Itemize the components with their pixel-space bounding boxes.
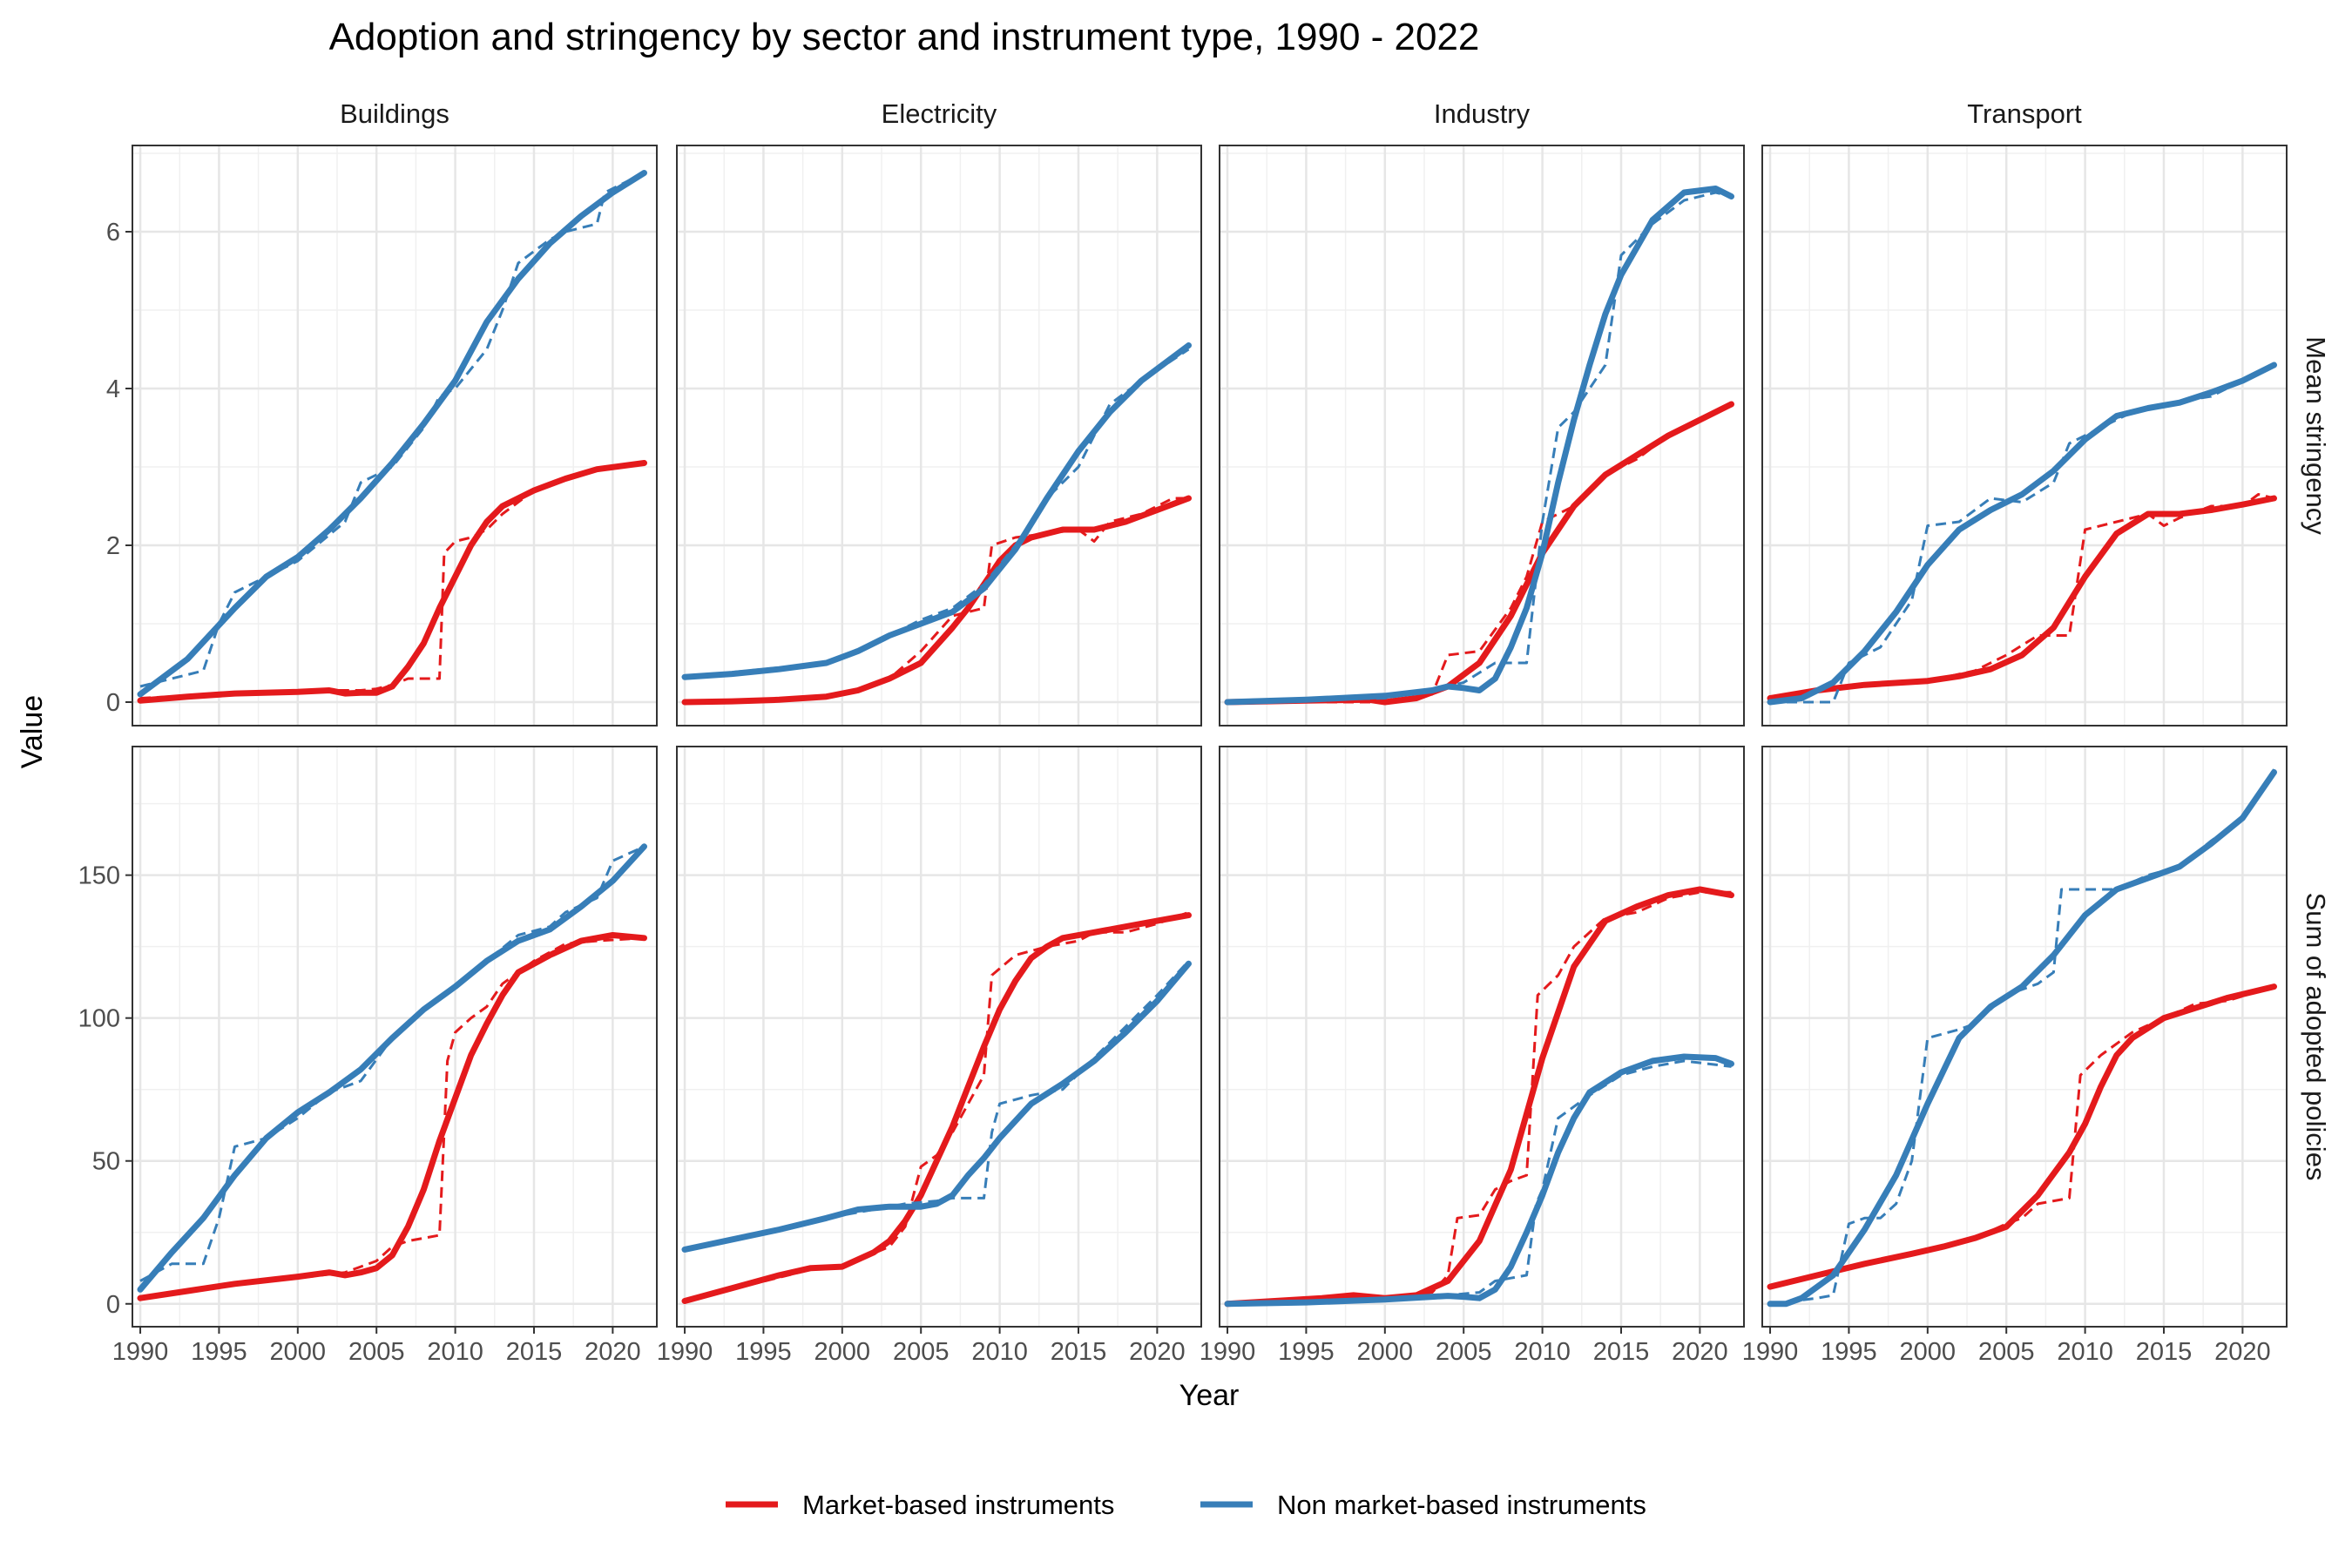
panel-transport-sum-of-adopted-policies: 1990 1995 2000 2005 2010 2015 2020 [1742,746,2288,1366]
series-smoothed-non-market-based-instruments [681,342,1192,680]
x-tick-label: 1995 [1278,1338,1335,1366]
facet-label-mean-stringency: Mean stringency [2301,336,2331,535]
x-tick-label: 2010 [2057,1338,2113,1366]
panel-transport-mean-stringency [1761,145,2288,727]
y-tick-label: 6 [106,219,120,247]
x-tick-label: 2010 [971,1338,1028,1366]
x-tick-label: 2000 [1900,1338,1957,1366]
facet-label-transport: Transport [1967,98,2082,129]
x-tick-label: 2005 [1978,1338,2035,1366]
series-smoothed-non-market-based-instruments [137,170,647,698]
x-tick-label: 1995 [1821,1338,1877,1366]
y-tick-label: 0 [106,689,120,717]
panel-buildings-sum-of-adopted-policies: 0 50 100 150 1990 1995 2000 2005 2010 2015 2020 [78,746,658,1366]
panel-electricity-sum-of-adopted-policies: 1990 1995 2000 2005 2010 2015 2020 [657,746,1202,1366]
x-tick-label: 2015 [2136,1338,2193,1366]
panel-buildings-mean-stringency: 0 2 4 6 [106,145,658,727]
series-smoothed-market-based-instruments [1224,401,1734,706]
y-tick-label: 0 [106,1291,120,1319]
legend: Market-based instruments Non market-base… [726,1490,1646,1520]
panel-border [676,145,1202,727]
panel-border [132,145,658,727]
legend-label-market: Market-based instruments [802,1490,1114,1520]
x-axis-title: Year [1179,1379,1240,1412]
series-smoothed-non-market-based-instruments [1224,186,1734,706]
panel-industry-sum-of-adopted-policies: 1990 1995 2000 2005 2010 2015 2020 [1200,746,1745,1366]
facet-label-sum-of-adopted-policies: Sum of adopted policies [2301,893,2331,1181]
series-smoothed-non-market-based-instruments [1224,1053,1734,1308]
x-tick-label: 2020 [585,1338,641,1366]
x-tick-label: 1990 [1200,1338,1256,1366]
x-tick-label: 1990 [657,1338,713,1366]
y-tick-label: 2 [106,532,120,560]
series-smoothed-non-market-based-instruments [1767,769,2277,1308]
x-tick-label: 2000 [270,1338,327,1366]
x-tick-label: 1995 [191,1338,247,1366]
x-tick-label: 2000 [1357,1338,1414,1366]
y-tick-label: 50 [92,1148,120,1176]
y-tick-label: 150 [78,862,120,890]
y-tick-label: 4 [106,375,120,403]
x-tick-label: 2020 [1672,1338,1728,1366]
panel-background [1762,747,2287,1327]
x-tick-label: 2020 [1129,1338,1186,1366]
x-tick-label: 2015 [1051,1338,1107,1366]
panel-electricity-mean-stringency [676,145,1202,727]
x-tick-label: 2010 [1514,1338,1571,1366]
series-smoothed-market-based-instruments [1224,886,1734,1308]
chart-title: Adoption and stringency by sector and in… [329,16,1480,58]
x-tick-label: 2020 [2214,1338,2271,1366]
series-smoothed-market-based-instruments [1767,495,2277,701]
panel-border [1219,145,1745,727]
x-tick-label: 2005 [348,1338,405,1366]
x-tick-label: 2015 [1593,1338,1650,1366]
series-smoothed-non-market-based-instruments [681,960,1192,1253]
series-smoothed-market-based-instruments [137,932,647,1301]
legend-label-nonmarket: Non market-based instruments [1277,1490,1646,1520]
x-tick-label: 2005 [893,1338,950,1366]
y-tick-label: 100 [78,1005,120,1033]
panel-border [676,746,1202,1328]
series-smoothed-market-based-instruments [1767,983,2277,1290]
x-tick-label: 1995 [735,1338,792,1366]
x-tick-label: 2010 [427,1338,483,1366]
facet-label-electricity: Electricity [882,98,997,129]
series-smoothed-non-market-based-instruments [137,843,647,1293]
x-tick-label: 2000 [814,1338,871,1366]
series-smoothed-market-based-instruments [681,912,1192,1304]
panel-industry-mean-stringency [1219,145,1745,727]
x-tick-label: 1990 [1742,1338,1799,1366]
facet-label-buildings: Buildings [340,98,449,129]
x-tick-label: 1990 [112,1338,169,1366]
x-tick-label: 2015 [506,1338,563,1366]
panel-border [1219,746,1745,1328]
y-axis-title: Value [16,695,49,768]
series-smoothed-market-based-instruments [137,460,647,704]
x-tick-label: 2005 [1436,1338,1492,1366]
panel-border [1761,746,2288,1328]
panel-border [132,746,658,1328]
panel-border [1761,145,2288,727]
series-smoothed-non-market-based-instruments [1767,362,2277,706]
panels-layer: Buildings Electricity Industry Transport Mea… [78,98,2331,1366]
facet-label-industry: Industry [1434,98,1531,129]
